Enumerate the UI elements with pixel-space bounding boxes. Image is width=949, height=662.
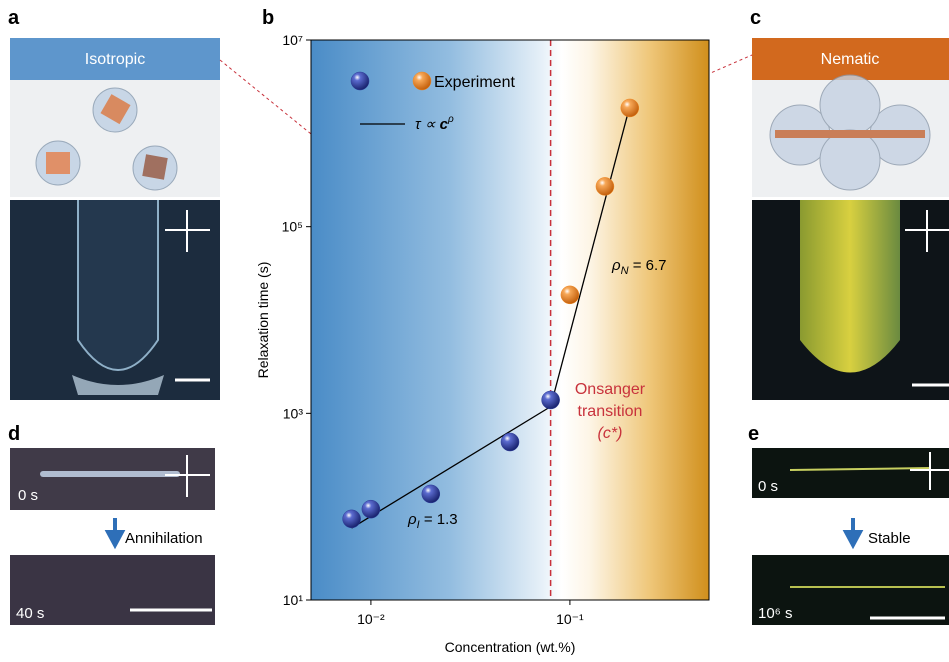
time-label: 0 s bbox=[758, 478, 778, 495]
plate bbox=[46, 152, 70, 174]
micrograph bbox=[752, 448, 949, 498]
legend-label: Experiment bbox=[434, 74, 515, 91]
legend-marker bbox=[413, 72, 431, 90]
y-tick-label: 10⁷ bbox=[282, 32, 303, 48]
legend-exponent: ρ bbox=[447, 114, 454, 125]
y-axis-label: Relaxation time (s) bbox=[255, 262, 271, 379]
transition-label: Onsanger bbox=[575, 381, 646, 398]
time-label: 40 s bbox=[16, 605, 44, 622]
panel-letter: b bbox=[262, 7, 274, 29]
tube bbox=[78, 200, 158, 370]
arrow bbox=[846, 518, 860, 545]
y-tick-label: 10¹ bbox=[283, 592, 304, 608]
fit-value: = 1.3 bbox=[420, 511, 458, 528]
transition-label: (c*) bbox=[598, 425, 623, 442]
x-tick-label: 10⁻¹ bbox=[556, 611, 584, 627]
fit-value: = 6.7 bbox=[629, 257, 667, 274]
data-point bbox=[362, 500, 380, 518]
y-tick-label: 10⁵ bbox=[282, 219, 303, 235]
tube bbox=[800, 200, 900, 373]
defect bbox=[40, 471, 180, 477]
data-point bbox=[596, 177, 614, 195]
legend-prefix: τ ∝ bbox=[415, 116, 440, 133]
panel-letter: d bbox=[8, 423, 20, 445]
fit-symbol: ρ bbox=[611, 257, 621, 274]
panel-header: Nematic bbox=[821, 51, 880, 68]
arrow bbox=[108, 518, 122, 545]
fit-symbol: ρ bbox=[407, 511, 417, 528]
data-point bbox=[501, 433, 519, 451]
data-point bbox=[621, 99, 639, 117]
arrow-label: Stable bbox=[868, 530, 911, 547]
fit-subscript: N bbox=[621, 265, 629, 277]
chart: b Onsanger transition (c*) 10¹ 10³ 10⁵ 10⁷ 10⁻² 1… bbox=[255, 7, 709, 655]
micrograph bbox=[10, 448, 215, 510]
x-tick-label: 10⁻² bbox=[357, 611, 385, 627]
time-label: 0 s bbox=[18, 487, 38, 504]
x-axis-label: Concentration (wt.%) bbox=[445, 639, 576, 655]
data-point bbox=[422, 485, 440, 503]
data-point bbox=[542, 391, 560, 409]
legend-marker bbox=[351, 72, 369, 90]
panel-letter: e bbox=[748, 423, 759, 445]
y-tick-label: 10³ bbox=[283, 405, 304, 421]
panel-letter: c bbox=[750, 7, 761, 29]
time-label: 10⁶ s bbox=[758, 605, 793, 622]
figure: a Isotropic c Nematic d 0 s Annihilation… bbox=[0, 0, 949, 657]
plates bbox=[775, 130, 925, 138]
plate bbox=[142, 154, 167, 179]
data-point bbox=[343, 510, 361, 528]
panel-letter: a bbox=[8, 7, 20, 29]
arrow-label: Annihilation bbox=[125, 530, 203, 547]
panel-header: Isotropic bbox=[85, 51, 145, 68]
data-point bbox=[561, 286, 579, 304]
transition-label: transition bbox=[578, 403, 643, 420]
